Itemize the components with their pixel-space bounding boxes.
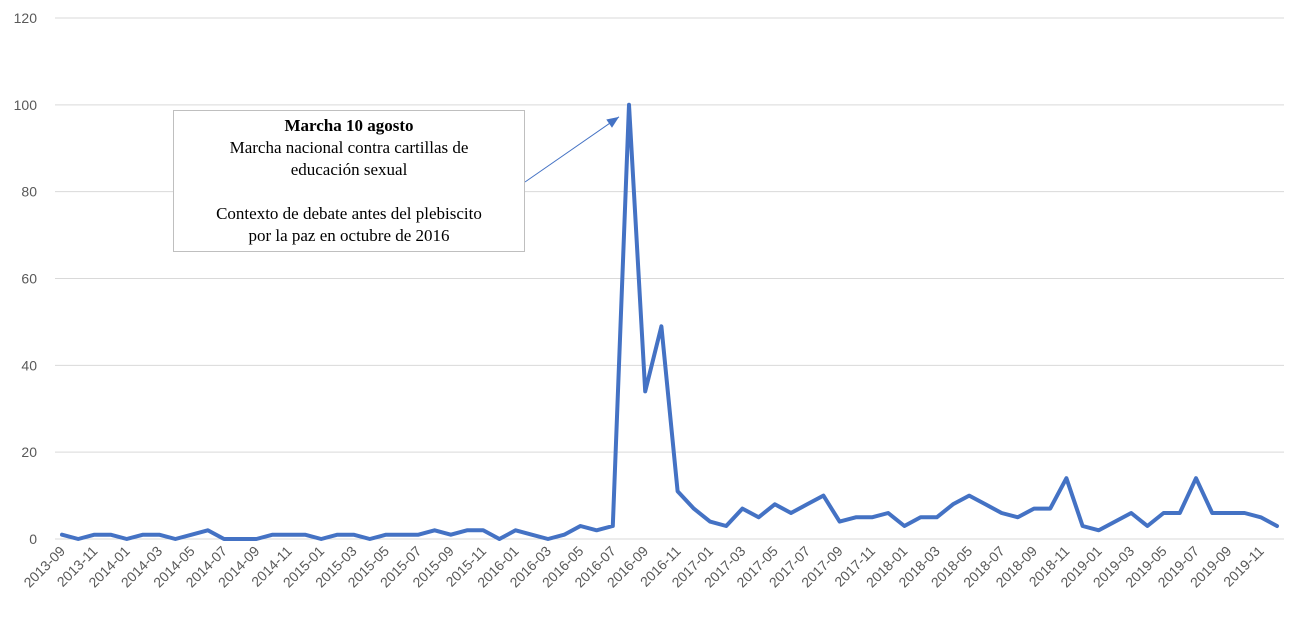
y-tick-label: 100 bbox=[14, 97, 38, 113]
y-tick-label: 0 bbox=[29, 531, 37, 547]
annotation-spacer bbox=[174, 181, 524, 203]
y-tick-label: 20 bbox=[21, 444, 37, 460]
y-tick-label: 40 bbox=[21, 357, 37, 373]
annotation-line: educación sexual bbox=[290, 160, 408, 179]
y-axis-ticks: 0 20 40 60 80 100 120 bbox=[14, 10, 38, 547]
annotation-box: Marcha 10 agosto Marcha nacional contra … bbox=[173, 110, 525, 252]
annotation-line: Marcha nacional contra cartillas de bbox=[229, 138, 469, 157]
gridlines bbox=[55, 17, 1284, 540]
y-tick-label: 80 bbox=[21, 184, 37, 200]
annotation-title: Marcha 10 agosto bbox=[284, 116, 414, 135]
series-line bbox=[60, 102, 1279, 541]
annotation-line: por la paz en octubre de 2016 bbox=[248, 226, 450, 245]
x-axis-ticks: 2013-092013-112014-012014-032014-052014-… bbox=[20, 543, 1267, 591]
annotation-arrow bbox=[524, 116, 620, 183]
annotation-arrowhead bbox=[606, 116, 619, 128]
annotation-line: Contexto de debate antes del plebiscito bbox=[216, 204, 482, 223]
y-tick-label: 120 bbox=[14, 10, 38, 26]
y-tick-label: 60 bbox=[21, 271, 37, 287]
